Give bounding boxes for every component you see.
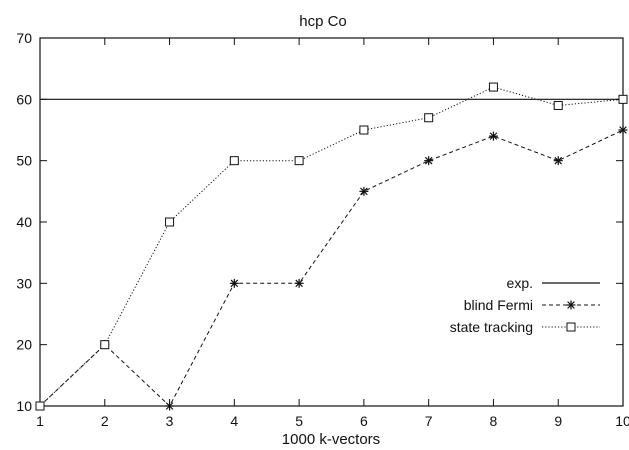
x-tick-label: 5: [295, 413, 303, 429]
y-tick-label: 50: [16, 153, 32, 169]
x-tick-label: 4: [230, 413, 238, 429]
data-point-asterisk: [359, 186, 369, 196]
x-tick-label: 1: [36, 413, 44, 429]
x-tick-label: 9: [554, 413, 562, 429]
data-point-square: [566, 322, 576, 332]
data-point-asterisk: [488, 131, 498, 141]
data-point-asterisk: [618, 125, 628, 135]
data-point-square: [294, 156, 304, 166]
data-point-asterisk: [424, 156, 434, 166]
data-point-square: [100, 340, 110, 350]
legend-label: exp.: [507, 275, 533, 291]
data-point-asterisk: [294, 278, 304, 288]
y-tick-label: 60: [16, 91, 32, 107]
series-blind-fermi: [35, 125, 628, 411]
x-tick-label: 6: [360, 413, 368, 429]
data-point-asterisk: [566, 300, 576, 310]
y-tick-label: 10: [16, 398, 32, 414]
legend: exp. blind Fermi state tracking: [450, 275, 600, 335]
plot-frame: [39, 37, 624, 407]
x-tick-label: 2: [101, 413, 109, 429]
y-tick-label: 20: [16, 337, 32, 353]
legend-label: state tracking: [450, 319, 533, 335]
x-tick-label: 3: [166, 413, 174, 429]
data-point-square: [165, 217, 175, 227]
axis-ticks: 1 2 3 4 5 6 7 8 9 10 10 20 30 40 50 60 70: [16, 30, 629, 429]
series-state-tracking: [35, 82, 628, 411]
data-point-square: [488, 82, 498, 92]
y-tick-label: 40: [16, 214, 32, 230]
y-tick-label: 30: [16, 275, 32, 291]
series-line: [39, 129, 624, 407]
data-point-square: [424, 113, 434, 123]
x-axis-label: 1000 k-vectors: [282, 431, 380, 448]
data-point-square: [618, 94, 628, 104]
x-tick-label: 7: [425, 413, 433, 429]
x-tick-label: 8: [490, 413, 498, 429]
series-group: [35, 82, 628, 411]
series-line: [39, 86, 624, 407]
data-point-square: [229, 156, 239, 166]
data-point-square: [35, 401, 45, 411]
x-tick-label: 10: [615, 413, 629, 429]
data-point-square: [359, 125, 369, 135]
data-point-asterisk: [229, 278, 239, 288]
data-point-square: [553, 100, 563, 110]
data-point-asterisk: [553, 156, 563, 166]
chart-title: hcp Co: [299, 13, 347, 30]
legend-label: blind Fermi: [464, 297, 533, 313]
y-tick-label: 70: [16, 30, 32, 46]
data-point-asterisk: [165, 401, 175, 411]
